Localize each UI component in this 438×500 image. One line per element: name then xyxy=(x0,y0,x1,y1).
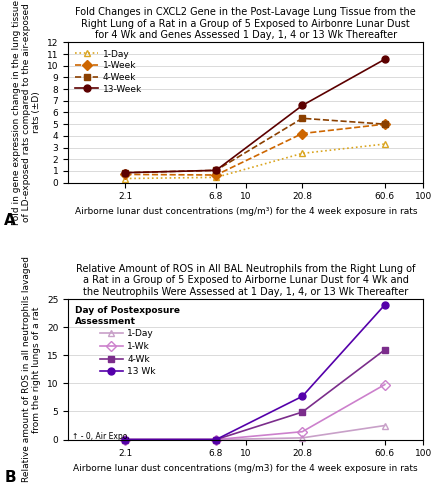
Line: 1-Day: 1-Day xyxy=(122,422,387,443)
Legend: 1-Day, 1-Week, 4-Week, 13-Week: 1-Day, 1-Week, 4-Week, 13-Week xyxy=(73,47,144,96)
Text: A: A xyxy=(4,214,16,228)
Line: 1-Wk: 1-Wk xyxy=(122,381,387,443)
1-Week xyxy=(213,172,218,178)
1-Day xyxy=(213,174,218,180)
4-Wk xyxy=(213,436,218,442)
Legend: 1-Day, 1-Wk, 4-Wk, 13 Wk: 1-Day, 1-Wk, 4-Wk, 13 Wk xyxy=(73,304,183,379)
1-Day xyxy=(381,422,387,428)
Line: 4-Week: 4-Week xyxy=(122,115,387,176)
1-Week xyxy=(299,130,304,136)
4-Wk xyxy=(123,436,128,442)
Y-axis label: Fold in gene expression change in the lung tissue
of LD-exposed rats compared to: Fold in gene expression change in the lu… xyxy=(11,0,41,225)
Line: 1-Week: 1-Week xyxy=(122,120,387,178)
13 Wk xyxy=(381,302,387,308)
4-Week xyxy=(123,170,128,175)
Line: 1-Day: 1-Day xyxy=(122,140,387,182)
1-Week xyxy=(381,121,387,127)
Line: 4-Wk: 4-Wk xyxy=(122,346,387,443)
Text: ↑ - 0, Air Expo.: ↑ - 0, Air Expo. xyxy=(72,432,129,442)
Title: Fold Changes in CXCL2 Gene in the Post-Lavage Lung Tissue from the
Right Lung of: Fold Changes in CXCL2 Gene in the Post-L… xyxy=(75,7,415,40)
4-Wk xyxy=(299,409,304,415)
1-Wk xyxy=(299,428,304,434)
13-Week xyxy=(299,102,304,108)
4-Wk xyxy=(381,347,387,353)
13-Week xyxy=(381,56,387,62)
Line: 13-Week: 13-Week xyxy=(122,56,387,176)
1-Wk xyxy=(213,436,218,442)
1-Day xyxy=(123,436,128,442)
1-Day xyxy=(381,141,387,147)
1-Day xyxy=(299,150,304,156)
13 Wk xyxy=(213,436,218,442)
1-Wk xyxy=(381,382,387,388)
13-Week xyxy=(123,170,128,175)
1-Day xyxy=(299,435,304,441)
X-axis label: Airborne lunar dust concentrations (mg/m3) for the 4 week exposure in rats: Airborne lunar dust concentrations (mg/m… xyxy=(73,464,417,473)
Title: Relative Amount of ROS in All BAL Neutrophils from the Right Lung of
a Rat in a : Relative Amount of ROS in All BAL Neutro… xyxy=(76,264,414,297)
Line: 13 Wk: 13 Wk xyxy=(122,302,387,443)
13 Wk xyxy=(123,436,128,442)
13-Week xyxy=(213,168,218,173)
4-Week xyxy=(299,116,304,121)
4-Week xyxy=(213,168,218,173)
1-Wk xyxy=(123,436,128,442)
1-Day xyxy=(213,436,218,442)
1-Week xyxy=(123,172,128,177)
13 Wk xyxy=(299,394,304,400)
4-Week xyxy=(381,121,387,127)
Text: B: B xyxy=(4,470,16,486)
X-axis label: Airborne lunar dust concentrations (mg/m³) for the 4 week exposure in rats: Airborne lunar dust concentrations (mg/m… xyxy=(74,207,416,216)
Y-axis label: Relative amount of ROS in all neutrophils lavaged
from the right lungs of a rat: Relative amount of ROS in all neutrophil… xyxy=(22,256,41,482)
1-Day xyxy=(123,176,128,182)
